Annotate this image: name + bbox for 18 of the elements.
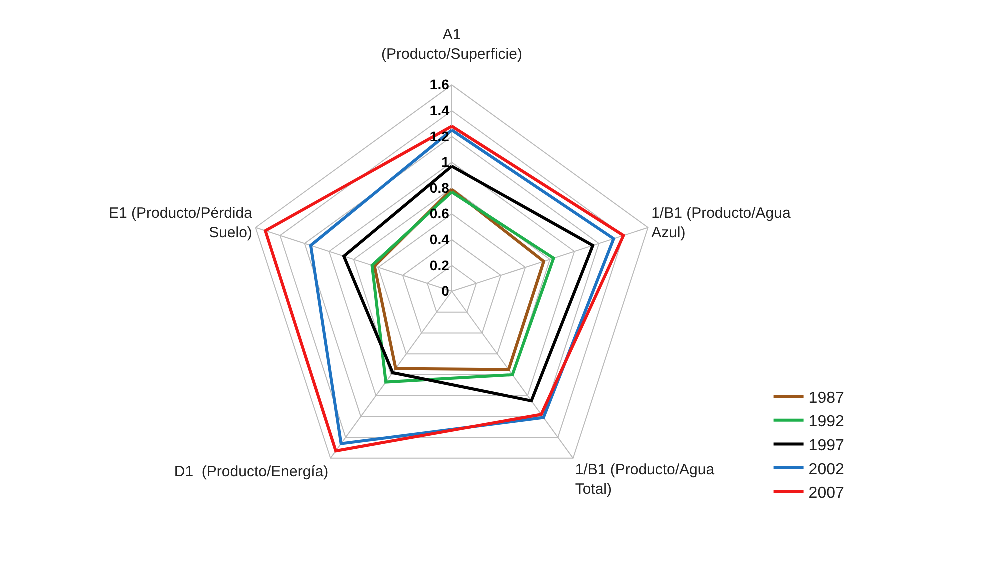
y-tick-label: 0.4: [430, 231, 450, 248]
spoke-label: A1 (Producto/Superficie): [382, 26, 522, 64]
legend-label: 1997: [808, 437, 844, 454]
legend-label: 1987: [808, 390, 844, 407]
spoke-label: 1/B1 (Producto/Agua Total): [575, 462, 716, 498]
spoke-label: 1/B1 (Producto/Agua Azul): [652, 204, 792, 242]
y-tick-label: 0: [442, 283, 450, 300]
legend-label: 2002: [808, 461, 844, 478]
y-tick-label: 0.8: [430, 180, 450, 196]
legend-label: 1992: [808, 414, 844, 431]
y-tick-label: 0.6: [430, 206, 450, 222]
y-tick-label: 1.6: [430, 76, 450, 93]
legend-label: 2007: [808, 485, 844, 502]
y-tick-label: 1: [442, 154, 450, 170]
spoke-label: D1 (Producto/Energía): [174, 463, 329, 480]
y-tick-label: 0.2: [430, 257, 450, 274]
spoke-label: E1 (Producto/Pérdida Suelo): [109, 204, 254, 242]
y-tick-label: 1.4: [430, 102, 450, 118]
